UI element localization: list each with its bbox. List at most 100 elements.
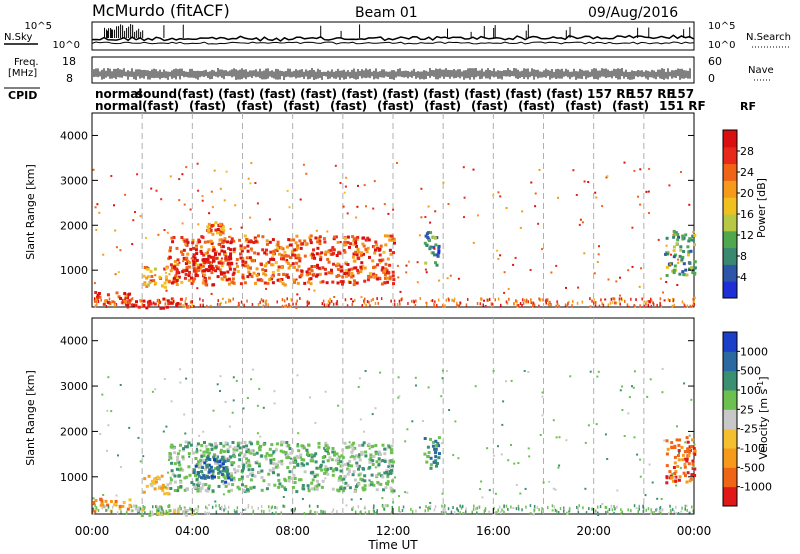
echo-cell [216,275,220,279]
echo-cell [633,370,636,373]
echo-cell [298,239,302,243]
echo-cell [627,269,630,272]
echo-cell [262,479,266,483]
echo-cell [280,511,282,515]
echo-cell [606,175,609,178]
echo-cell [376,277,380,281]
echo-cell [352,441,356,445]
echo-cell [274,248,278,252]
echo-cell [665,476,669,480]
echo-cell [219,390,221,392]
echo-cell [300,462,304,466]
echo-cell [199,449,202,452]
echo-cell [261,268,265,272]
echo-cell [361,264,365,268]
echo-cell [332,237,336,241]
cpid-bottom-label: (fast) [283,99,320,113]
echo-cell [683,302,685,306]
echo-cell [267,472,271,476]
echo-cell [324,470,328,474]
echo-cell [544,299,547,303]
echo-cell [457,457,460,460]
echo-cell [425,244,429,247]
echo-cell [556,509,558,513]
echo-cell [676,284,679,286]
echo-cell [366,236,370,240]
echo-cell [165,298,167,302]
echo-cell [214,250,218,254]
echo-cell [333,453,336,457]
echo-cell [416,261,419,264]
echo-cell [672,229,676,233]
echo-cell [357,482,361,486]
echo-cell [388,263,392,267]
echo-cell [275,511,277,515]
echo-cell [667,298,670,302]
echo-cell [693,467,697,471]
echo-cell [296,293,299,296]
echo-cell [296,299,298,303]
echo-cell [310,453,314,457]
echo-cell [383,460,387,463]
echo-cell [676,232,680,236]
echo-cell [250,449,254,453]
echo-cell [601,503,604,505]
echo-cell [341,448,345,452]
echo-cell [298,259,302,263]
echo-cell [237,487,241,491]
echo-cell [431,444,435,448]
colorbar-segment [723,264,737,282]
echo-cell [243,303,245,307]
echo-cell [186,240,190,244]
echo-cell [216,455,219,459]
echo-cell [239,256,243,260]
echo-cell [441,492,444,495]
echo-cell [196,449,199,452]
echo-cell [195,258,199,262]
echo-cell [619,389,622,392]
echo-cell [605,510,607,514]
echo-cell [368,447,371,450]
echo-cell [216,302,219,306]
echo-cell [494,298,496,302]
y-tick-label: 2000 [60,219,88,232]
echo-cell [209,228,213,232]
echo-cell [213,252,217,256]
echo-cell [675,242,679,246]
echo-cell [631,385,633,388]
cpid-top-label: sound [136,87,177,101]
echo-cell [252,271,256,275]
echo-cell [153,302,157,306]
echo-cell [151,510,154,514]
freq-label: Freq. [14,57,39,68]
echo-cell [294,507,296,511]
echo-cell [93,282,96,285]
echo-cell [242,468,245,471]
echo-cell [262,406,265,409]
echo-cell [444,304,446,308]
echo-cell [437,246,441,250]
echo-cell [692,447,696,451]
echo-cell [183,476,187,480]
echo-cell [572,169,575,172]
echo-cell [383,507,385,511]
echo-cell [519,492,522,495]
echo-cell [217,266,220,269]
echo-cell [333,296,336,298]
echo-cell [671,304,674,308]
echo-cell [676,238,680,242]
echo-cell [302,446,306,450]
echo-cell [264,457,268,461]
echo-cell [496,249,499,252]
echo-cell [141,303,144,307]
echo-cell [602,303,605,307]
echo-cell [245,450,249,454]
echo-cell [673,253,677,257]
echo-cell [363,474,367,478]
echo-cell [337,489,341,493]
echo-cell [400,298,403,302]
echo-cell [678,438,682,442]
echo-cell [571,304,573,308]
echo-cell [281,298,284,302]
echo-cell [193,485,197,489]
